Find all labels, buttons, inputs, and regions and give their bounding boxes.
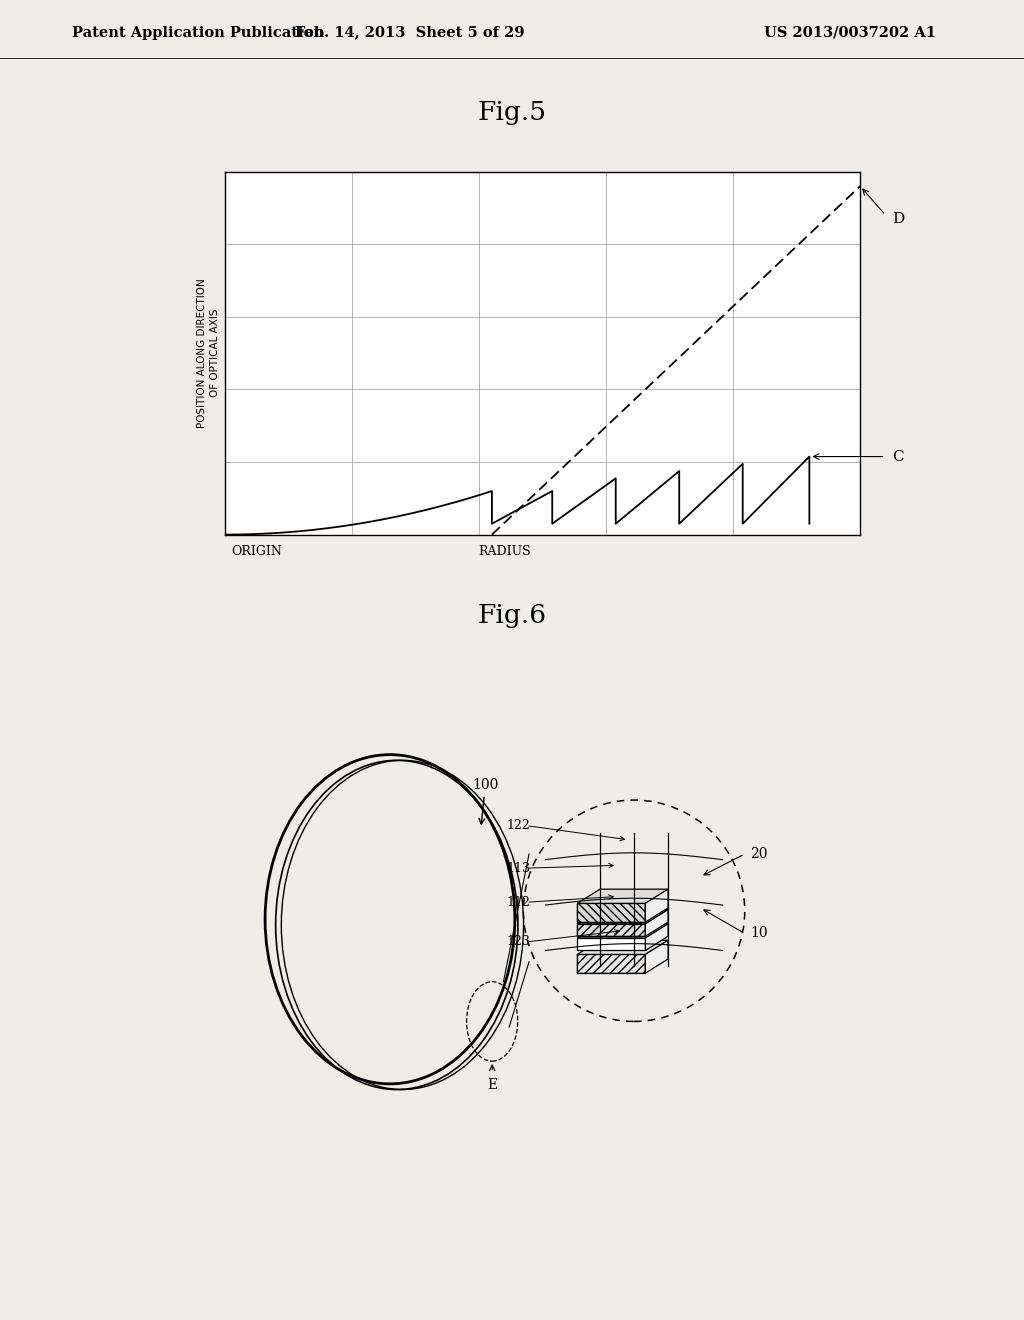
Text: ORIGIN: ORIGIN xyxy=(231,545,283,557)
Polygon shape xyxy=(578,890,668,903)
Text: 10: 10 xyxy=(751,927,768,940)
Text: 112: 112 xyxy=(506,896,530,908)
Polygon shape xyxy=(578,939,645,950)
Y-axis label: POSITION ALONG DIRECTION
OF OPTICAL AXIS: POSITION ALONG DIRECTION OF OPTICAL AXIS xyxy=(197,279,220,428)
Text: C: C xyxy=(892,450,903,463)
Text: 100: 100 xyxy=(472,777,499,824)
Text: Patent Application Publication: Patent Application Publication xyxy=(72,25,324,40)
Text: Feb. 14, 2013  Sheet 5 of 29: Feb. 14, 2013 Sheet 5 of 29 xyxy=(295,25,524,40)
Text: RADIUS: RADIUS xyxy=(478,545,530,557)
Polygon shape xyxy=(645,940,668,973)
Polygon shape xyxy=(645,909,668,936)
Text: Fig.6: Fig.6 xyxy=(477,603,547,627)
Text: US 2013/0037202 A1: US 2013/0037202 A1 xyxy=(764,25,936,40)
Text: 123: 123 xyxy=(506,936,530,949)
Text: 20: 20 xyxy=(751,847,768,861)
Polygon shape xyxy=(578,940,668,954)
Polygon shape xyxy=(645,890,668,923)
Text: D: D xyxy=(892,211,904,226)
Text: Fig.5: Fig.5 xyxy=(477,100,547,124)
Polygon shape xyxy=(578,924,668,939)
Polygon shape xyxy=(578,924,645,936)
Text: E: E xyxy=(487,1078,498,1092)
Polygon shape xyxy=(578,909,668,924)
Text: 122: 122 xyxy=(506,820,530,832)
Polygon shape xyxy=(578,903,645,923)
Polygon shape xyxy=(645,924,668,950)
Text: 113: 113 xyxy=(506,862,530,875)
Polygon shape xyxy=(578,954,645,973)
